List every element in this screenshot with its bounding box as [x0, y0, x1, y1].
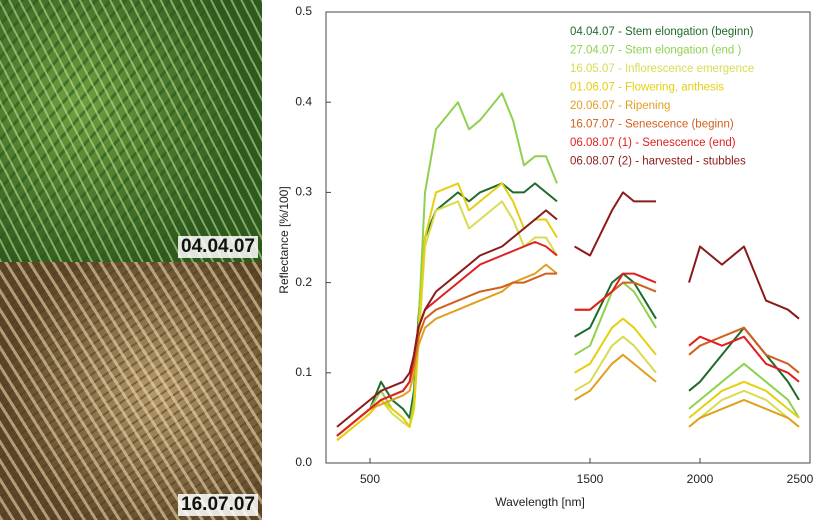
photo: 04.04.07 — [0, 0, 262, 262]
x-tick-label: 500 — [360, 472, 380, 486]
y-tick-label: 0.1 — [295, 365, 312, 379]
y-tick-label: 0.3 — [295, 185, 312, 199]
legend-entry: 06.08.07 (1) - Senescence (end) — [570, 137, 736, 149]
legend-entry: 06.08.07 (2) - harvested - stubbles — [570, 156, 746, 168]
x-axis-label: Wavelength [nm] — [495, 495, 585, 509]
legend-entry: 04.04.07 - Stem elongation (beginn) — [570, 26, 754, 38]
legend-entry: 20.06.07 - Ripening — [570, 100, 670, 112]
legend-entry: 27.04.07 - Stem elongation (end ) — [570, 45, 742, 57]
legend-entry: 16.07.07 - Senescence (beginn) — [570, 119, 734, 131]
series-line — [336, 182, 800, 442]
legend-entry: 01.06.07 - Flowering, anthesis — [570, 82, 724, 94]
photo-label: 16.07.07 — [178, 494, 258, 516]
plot-frame — [325, 11, 811, 464]
x-tick-label: 2500 — [787, 472, 814, 486]
x-tick-label: 1500 — [577, 472, 604, 486]
photo: 16.07.07 — [0, 262, 262, 520]
photo-label: 04.04.07 — [178, 236, 258, 258]
y-axis-label: Reflectance [%/100] — [277, 186, 291, 293]
y-tick-label: 0.4 — [295, 94, 312, 108]
x-tick-label: 2000 — [687, 472, 714, 486]
legend-entry: 16.05.07 - Inflorescence emergence — [570, 63, 754, 75]
series-line — [336, 263, 800, 437]
y-tick-label: 0.2 — [295, 275, 312, 289]
y-tick-label: 0.0 — [295, 455, 312, 469]
y-tick-label: 0.5 — [295, 4, 312, 18]
series-line — [336, 191, 800, 428]
